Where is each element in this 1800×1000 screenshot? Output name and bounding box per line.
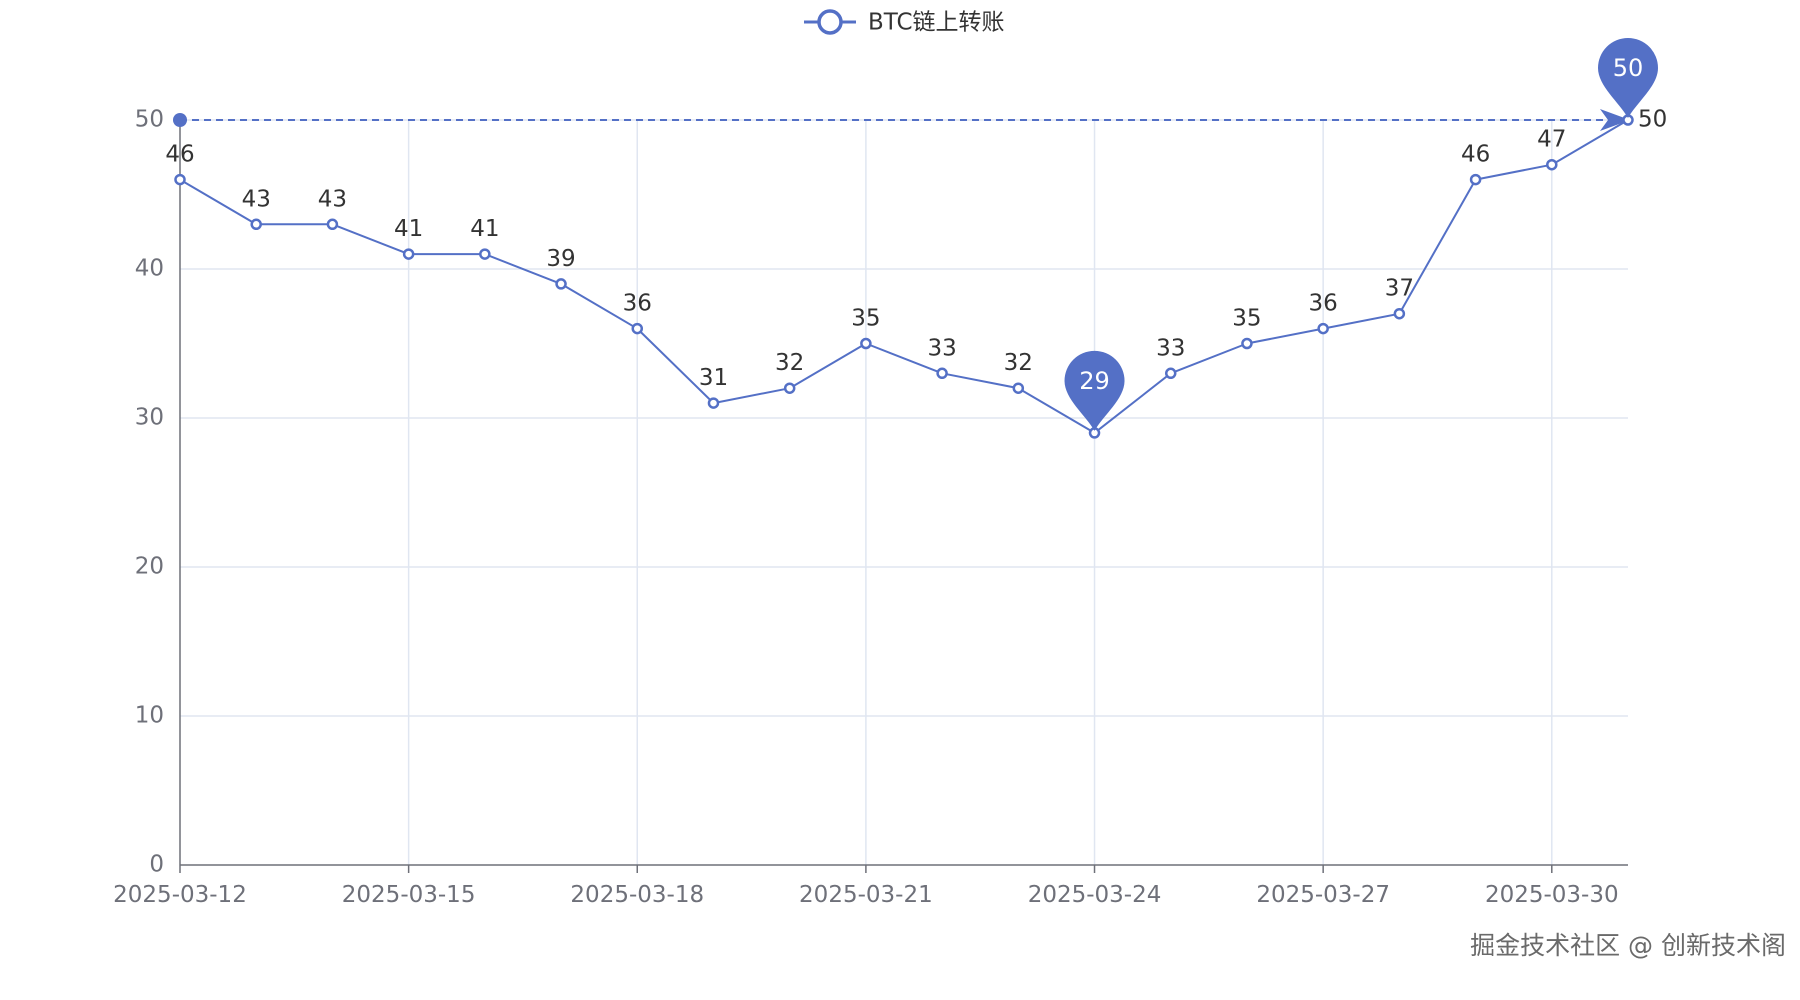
data-label: 36 xyxy=(623,291,652,317)
data-point xyxy=(1393,307,1406,320)
data-point xyxy=(1164,367,1177,380)
data-label: 46 xyxy=(1461,142,1490,168)
data-point xyxy=(1241,337,1253,350)
data-label: 46 xyxy=(165,142,194,168)
legend-label: BTC链上转账 xyxy=(868,10,1005,36)
min-pin-label: 29 xyxy=(1079,367,1110,395)
y-tick-label: 30 xyxy=(135,405,164,431)
y-tick-label: 40 xyxy=(135,256,164,282)
data-point xyxy=(174,173,186,186)
y-tick-label: 10 xyxy=(135,703,164,729)
data-point xyxy=(1012,382,1025,394)
y-tick-label: 0 xyxy=(149,852,164,878)
watermark-text: 掘金技术社区 @ 创新技术阁 xyxy=(1470,931,1786,960)
data-label: 35 xyxy=(1232,306,1261,332)
data-point xyxy=(555,278,567,290)
series-line xyxy=(179,119,1629,434)
data-label: 41 xyxy=(394,216,423,242)
data-point xyxy=(631,322,644,335)
data-label: 41 xyxy=(470,216,499,242)
data-point xyxy=(936,367,948,380)
data-label: 35 xyxy=(851,306,880,332)
y-tick-label: 20 xyxy=(135,554,164,580)
data-point xyxy=(783,382,796,394)
x-tick-label: 2025-03-27 xyxy=(1256,882,1390,908)
data-label: 32 xyxy=(1004,350,1033,376)
x-tick-label: 2025-03-12 xyxy=(113,882,247,908)
legend-marker xyxy=(817,9,843,35)
data-label: 47 xyxy=(1537,127,1566,153)
data-label: 39 xyxy=(546,246,575,272)
data-point xyxy=(1469,173,1482,186)
y-tick-label: 50 xyxy=(135,107,164,133)
data-label: 32 xyxy=(775,350,804,376)
x-tick-label: 2025-03-30 xyxy=(1485,882,1619,908)
data-label: 36 xyxy=(1309,291,1338,317)
data-label: 37 xyxy=(1385,276,1414,302)
x-tick-label: 2025-03-21 xyxy=(799,882,933,908)
data-label: 31 xyxy=(699,365,728,391)
data-label: 43 xyxy=(242,186,271,212)
data-point xyxy=(860,337,872,350)
max-pin-label: 50 xyxy=(1613,54,1644,82)
x-tick-label: 2025-03-24 xyxy=(1028,882,1162,908)
min-pin-marker xyxy=(1064,350,1125,431)
data-point xyxy=(326,218,339,231)
mark-line-start-dot xyxy=(173,113,187,127)
data-point xyxy=(1546,158,1558,171)
data-point xyxy=(1317,322,1329,335)
data-point xyxy=(250,218,262,231)
mark-line-label: 50 xyxy=(1638,107,1667,133)
data-label: 43 xyxy=(318,186,347,212)
mark-line-arrow xyxy=(1600,109,1630,131)
data-point xyxy=(707,397,720,409)
data-label: 33 xyxy=(927,335,956,361)
data-point xyxy=(402,248,415,260)
x-tick-label: 2025-03-18 xyxy=(570,882,704,908)
data-label: 33 xyxy=(1156,335,1185,361)
max-pin-marker xyxy=(1598,38,1658,118)
x-tick-label: 2025-03-15 xyxy=(342,882,476,908)
data-point xyxy=(479,248,491,260)
